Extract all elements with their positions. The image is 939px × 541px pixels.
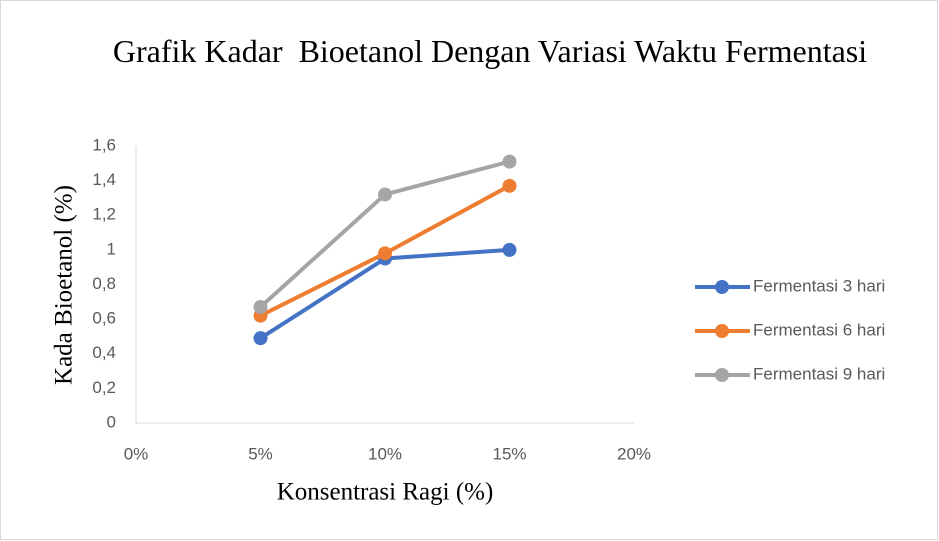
y-tick-label: 0,4	[92, 343, 116, 362]
legend-label: Fermentasi 9 hari	[753, 364, 885, 383]
data-point	[502, 178, 517, 193]
y-axis-title: Kada Bioetanol (%)	[51, 185, 78, 385]
data-point	[253, 331, 268, 346]
legend-label: Fermentasi 3 hari	[753, 276, 885, 295]
legend-marker	[715, 280, 729, 294]
data-point	[253, 300, 268, 315]
x-tick-label: 5%	[248, 444, 273, 463]
data-point	[502, 242, 517, 257]
x-axis-title: Konsentrasi Ragi (%)	[277, 479, 494, 506]
y-tick-label: 1,6	[92, 135, 116, 154]
chart-title: Grafik Kadar Bioetanol Dengan Variasi Wa…	[112, 33, 868, 69]
data-point	[502, 154, 517, 169]
legend-marker	[715, 368, 729, 382]
y-tick-label: 0,6	[92, 309, 116, 328]
y-tick-label: 1	[107, 239, 116, 258]
x-tick-label: 10%	[368, 444, 402, 463]
y-tick-label: 0,8	[92, 274, 116, 293]
y-tick-label: 1,4	[92, 170, 116, 189]
data-point	[378, 246, 392, 261]
y-tick-label: 0,2	[92, 378, 116, 397]
legend-marker	[715, 324, 729, 338]
x-tick-label: 15%	[492, 444, 526, 463]
x-tick-label: 20%	[617, 444, 651, 463]
data-point	[378, 187, 392, 202]
y-tick-label: 0	[107, 412, 116, 431]
legend-label: Fermentasi 6 hari	[753, 320, 885, 339]
y-tick-label: 1,2	[92, 205, 116, 224]
x-tick-label: 0%	[124, 444, 149, 463]
